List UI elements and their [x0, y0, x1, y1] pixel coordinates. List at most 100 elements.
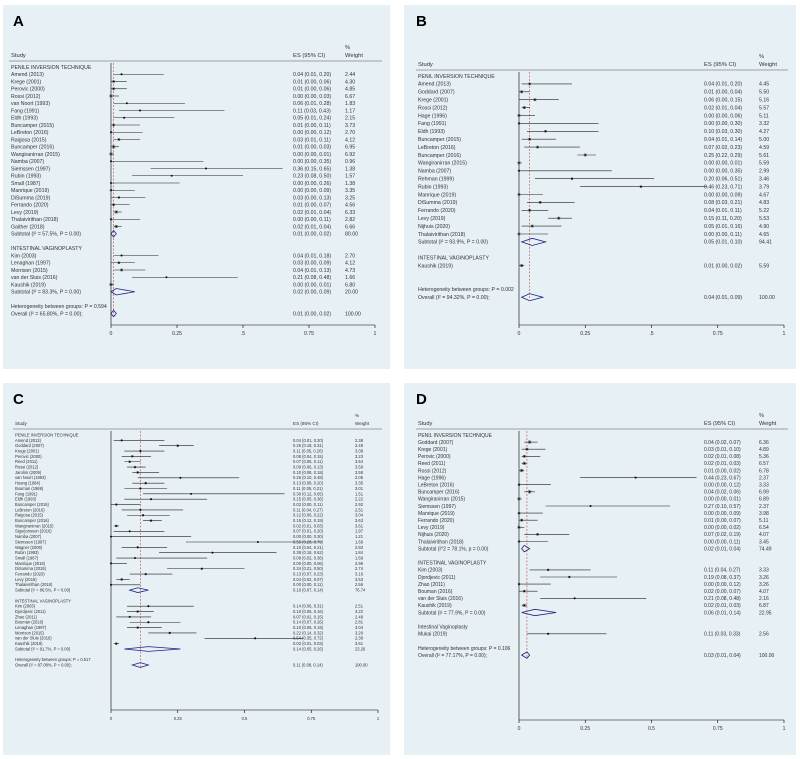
subtotal-diamond: [110, 288, 135, 296]
forest-panel-c: C Study ES (95% CI)% Weight PENILE INVERSIO…: [3, 383, 390, 755]
study-label: Nijhuis (2020): [418, 224, 450, 230]
study-weight: 2.38: [355, 636, 364, 641]
study-point: [518, 512, 520, 514]
overall-label: Overall (I² = 87.08%, P = 0.00);: [15, 662, 72, 667]
header-study: Study: [418, 62, 433, 68]
study-weight: 3.45: [759, 539, 769, 545]
study-weight: 4.07: [759, 589, 769, 595]
study-weight: 3.04: [355, 625, 364, 630]
study-point: [531, 225, 534, 228]
study-label: Kaushik (2019): [11, 282, 46, 288]
study-point: [176, 444, 179, 447]
study-weight: 3.61: [355, 523, 364, 528]
group-label: PENIL INVERSION TECHNIQUE: [418, 74, 495, 80]
study-label: Perovic (2000): [418, 454, 451, 460]
study-label: Rubin (1993): [15, 550, 39, 555]
panel-label-a: A: [13, 13, 24, 30]
x-tick-label: 0: [110, 331, 113, 337]
study-ci: 0.02 (0.01, 0.03): [704, 603, 741, 609]
header-weight: Weight: [355, 421, 370, 426]
subtotal-label: Subtotal (I² = 93.9%, P = 0.00): [418, 240, 488, 246]
study-weight: 0.96: [345, 159, 355, 165]
study-weight: 2.48: [355, 614, 364, 619]
study-label: Manrique (2019): [418, 511, 455, 517]
study-ci: 0.07 (0.01, 0.20): [293, 529, 324, 534]
study-point: [520, 90, 523, 93]
study-ci: 0.01 (0.00, 0.02): [704, 263, 742, 269]
overall-ci: 0.11 (0.08, 0.14): [293, 662, 323, 667]
study-point: [123, 116, 126, 119]
study-weight: 5.11: [759, 518, 769, 524]
study-point: [115, 503, 118, 506]
study-weight: 1.97: [355, 529, 364, 534]
study-point: [528, 138, 531, 141]
overall-weight: 100.00: [759, 653, 775, 659]
study-label: Rossi (2012): [15, 465, 39, 470]
study-weight: 3.25: [345, 195, 355, 201]
x-tick-label: 0: [518, 331, 521, 337]
study-label: Morrison (2015): [11, 268, 48, 274]
study-weight: 1.17: [345, 108, 355, 114]
x-tick-label: 0.75: [713, 726, 723, 732]
study-ci: 0.00 (0.00, 0.01): [293, 282, 331, 288]
study-weight: 2.99: [759, 169, 769, 175]
study-ci: 0.02 (0.01, 0.03): [293, 641, 324, 646]
overall-diamond: [110, 309, 117, 318]
subtotal-weight: 94.41: [759, 240, 772, 246]
study-weight: 3.53: [355, 577, 364, 582]
study-weight: 3.22: [355, 609, 364, 614]
study-label: Raigosa (2015): [15, 513, 44, 518]
study-ci: 0.00 (0.00, 0.01): [293, 152, 331, 158]
study-weight: 1.84: [355, 550, 364, 555]
x-tick-label: 1: [374, 331, 377, 337]
study-point: [518, 498, 520, 500]
header-es: ES (95% CI): [704, 62, 736, 68]
subtotal-diamond: [124, 646, 181, 652]
study-ci: 0.46 (0.23, 0.71): [704, 184, 742, 190]
subtotal-weight: 22.95: [759, 610, 772, 616]
study-ci: 0.44 (0.23, 0.67): [704, 475, 741, 481]
study-point: [134, 557, 136, 559]
study-point: [115, 642, 118, 645]
study-label: Small (1987): [11, 181, 41, 187]
study-point: [118, 261, 120, 264]
study-ci: 0.03 (0.01, 0.11): [293, 137, 331, 143]
study-weight: 6.67: [345, 94, 355, 100]
study-point: [523, 462, 526, 465]
study-point: [136, 626, 139, 629]
study-ci: 0.11 (0.04, 0.27): [293, 507, 323, 512]
panel-label-d: D: [416, 391, 427, 408]
study-ci: 0.00 (0.00, 0.12): [293, 130, 331, 136]
subtotal-ci: 0.02 (0.01, 0.04): [704, 546, 741, 552]
study-label: Zhao (2011): [15, 614, 38, 619]
study-label: van der Sluis (2016): [418, 596, 463, 602]
study-ci: 0.02 (0.01, 0.04): [293, 210, 331, 216]
group-label: INTESTINAL VAGINOPLASTY: [15, 598, 71, 603]
study-point: [518, 193, 520, 196]
overall-weight: 100.00: [759, 295, 775, 301]
x-tick-label: 0.25: [580, 331, 590, 337]
study-ci: 0.01 (0.00, 0.03): [293, 145, 331, 151]
study-weight: 3.49: [355, 443, 364, 448]
study-point: [547, 569, 550, 571]
study-ci: 0.19 (0.08, 0.37): [704, 575, 741, 581]
study-weight: 2.44: [345, 72, 355, 78]
study-point: [539, 201, 542, 204]
subtotal-ci: 0.14 (0.05, 0.26): [293, 646, 324, 651]
group-label: Intestinal Vaginoplasty: [418, 624, 468, 630]
header-weight-pct: %: [355, 413, 359, 418]
study-weight: 3.54: [355, 459, 364, 464]
study-label: Perovic (2000): [15, 454, 42, 459]
study-ci: 0.00 (0.00, 0.35): [293, 159, 331, 165]
subtotal-label: Subtotal (I² = 57.5%, P = 0.00): [11, 232, 81, 238]
study-ci: 0.11 (0.03, 0.43): [293, 108, 331, 114]
study-point: [536, 146, 539, 149]
study-label: Namba (2007): [15, 534, 42, 539]
study-label: Rehman (1999): [418, 177, 454, 183]
study-label: Sigurjonsson (2016): [15, 529, 52, 534]
study-point: [125, 102, 128, 105]
study-point: [536, 533, 539, 536]
forest-panel-d: D Study ES (95% CI)% Weight PENIL INVERSION…: [404, 383, 796, 755]
study-ci: 0.10 (0.06, 0.19): [293, 625, 324, 630]
study-label: Fang (1991): [15, 491, 38, 496]
